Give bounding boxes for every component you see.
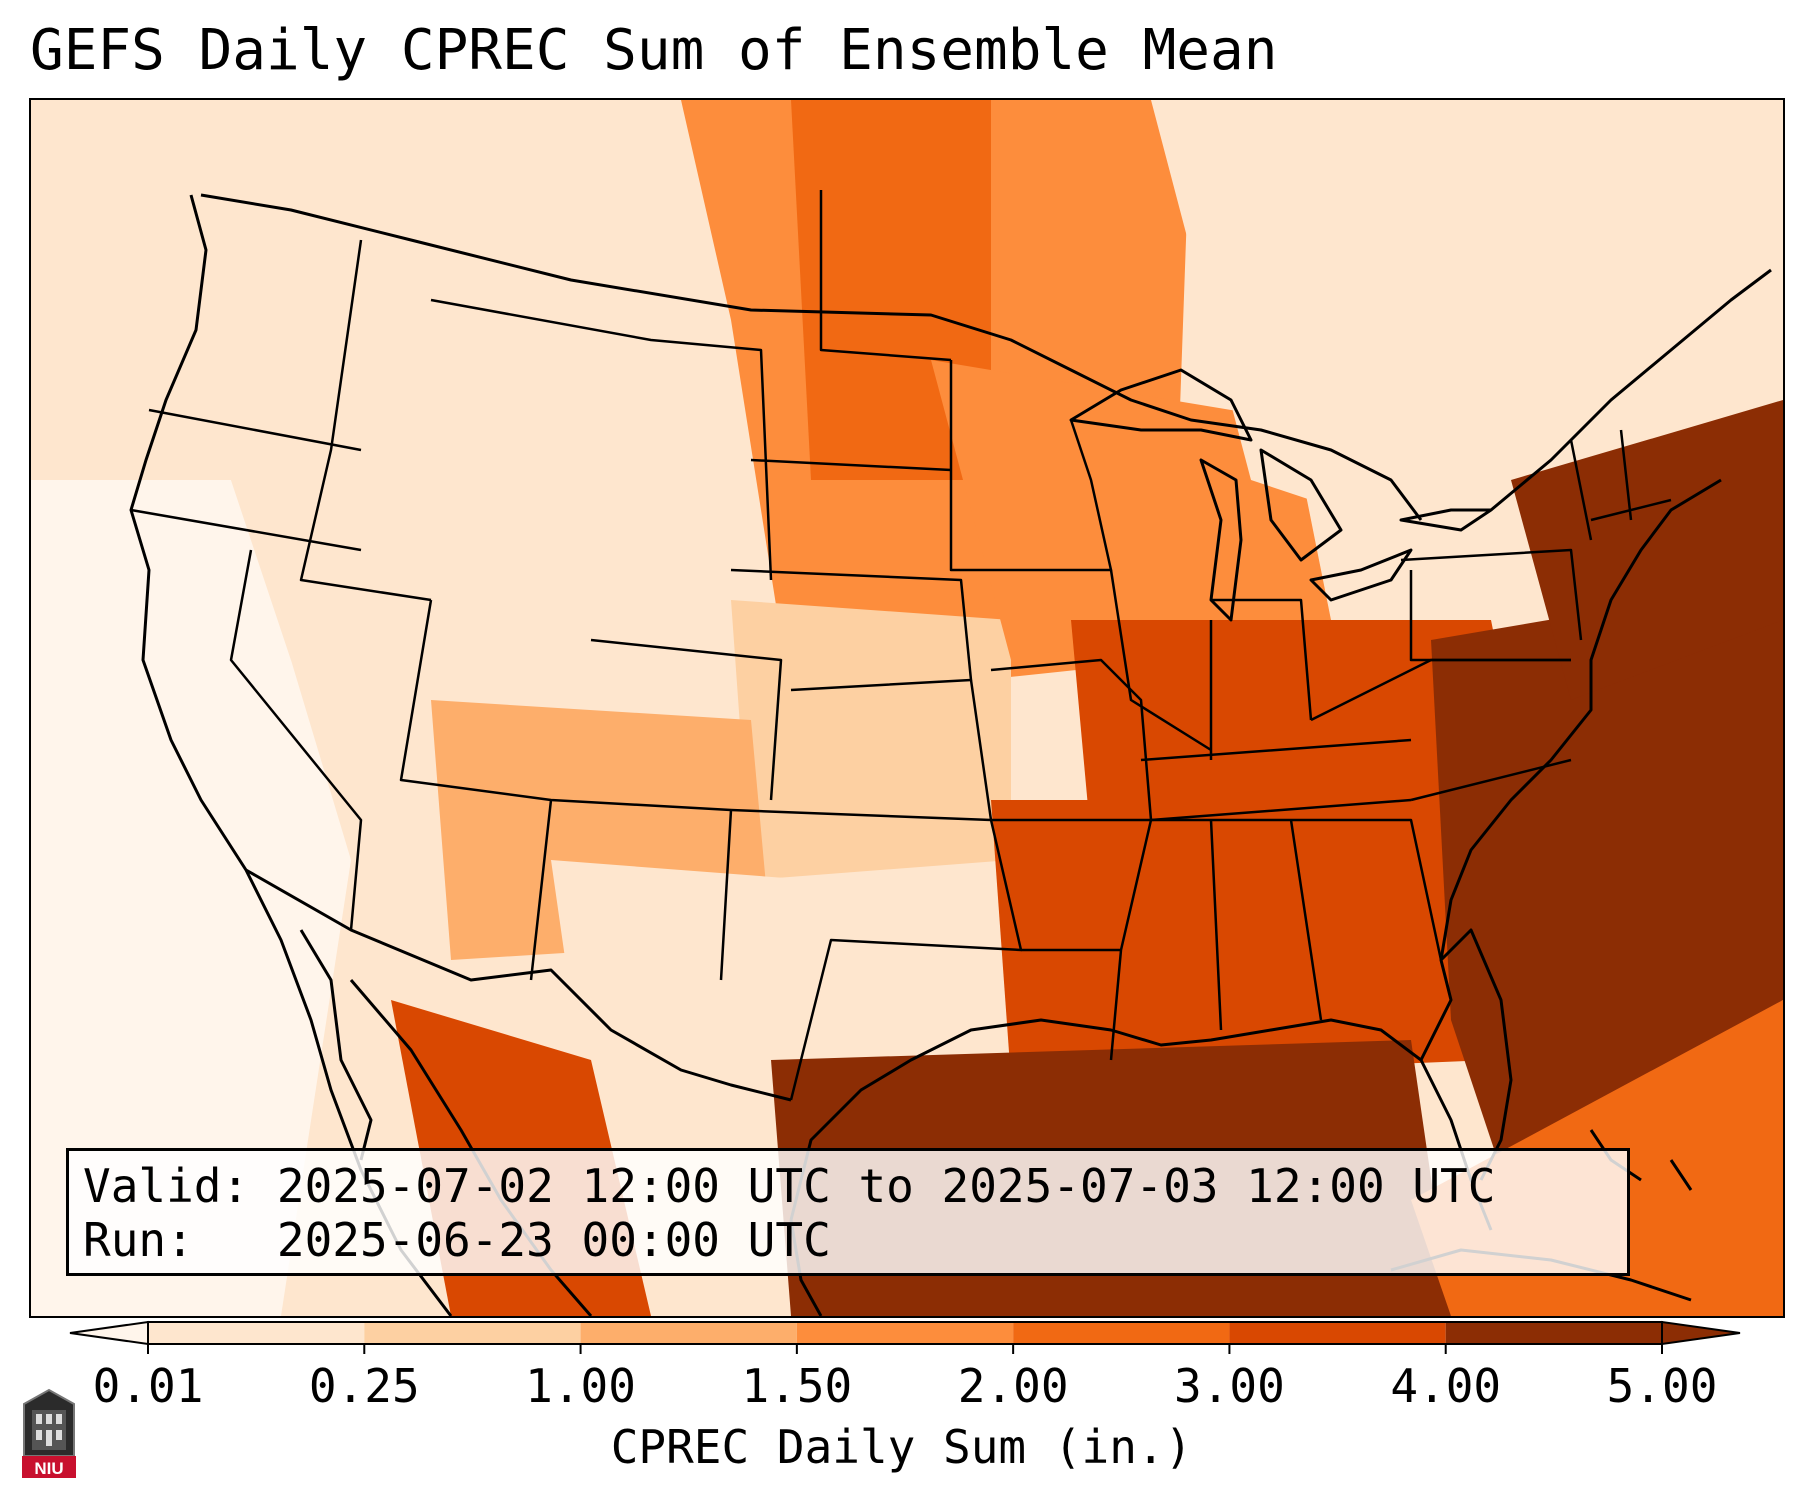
colorbar-tick-label: 2.00 (958, 1359, 1069, 1413)
map-panel (29, 98, 1785, 1318)
precip-region-california-coast (31, 480, 351, 1316)
valid-value: 2025-07-02 12:00 UTC to 2025-07-03 12:00… (276, 1159, 1496, 1213)
ne-ks-line (730, 568, 973, 692)
great-lakes-michigan (1199, 458, 1243, 622)
st-lawrence (1490, 268, 1772, 512)
colorbar-tick-label: 5.00 (1607, 1359, 1718, 1413)
wa-or-line (148, 408, 362, 452)
ut-az-line (399, 599, 732, 812)
pa-ny-line (1400, 548, 1583, 662)
colorbar-label: CPREC Daily Sum (in.) (610, 1420, 1193, 1474)
la-ms-line (1021, 819, 1153, 1061)
colorbar-tick-label: 4.00 (1390, 1359, 1501, 1413)
baja-peninsula (299, 929, 373, 1161)
precip-map (31, 100, 1783, 1316)
colorbar-outline (147, 1321, 1663, 1345)
niu-logo-text: NIU (34, 1459, 63, 1478)
colorbar-tick-label: 1.50 (741, 1359, 852, 1413)
tn-ky-line (1140, 738, 1412, 822)
colorbar-swatch (1229, 1322, 1446, 1344)
boundary-layer (129, 193, 1772, 1316)
great-lakes-erie (1309, 548, 1413, 602)
gulf-coastline (789, 1018, 1493, 1231)
colorbar-under-arrow (69, 1320, 149, 1346)
great-lakes-huron (1259, 448, 1343, 562)
valid-label: Valid: (83, 1159, 250, 1213)
or-ca-line (130, 508, 362, 552)
colorbar-tick-label: 0.01 (93, 1359, 204, 1413)
co-box (590, 638, 783, 801)
colorbar-swatch (1445, 1322, 1662, 1344)
colorbar-swatch (580, 1322, 797, 1344)
il-in-oh-line (1109, 569, 1313, 760)
colorbar-swatch (796, 1322, 1014, 1344)
west-coastline (129, 194, 453, 1316)
precip-region-texas-west (551, 860, 811, 1160)
colorbar-swatch (148, 1322, 365, 1344)
florida-peninsula (1419, 928, 1513, 1181)
nv-ca-line (229, 549, 363, 931)
state-lines (130, 190, 1672, 1101)
precip-region-deep-south (991, 800, 1511, 1080)
precip-fill-layer (31, 100, 1783, 1316)
niu-logo: NIU (22, 1388, 76, 1478)
canada-border (200, 193, 1423, 521)
colorbar-fill (69, 1320, 1741, 1346)
run-value: 2025-06-23 00:00 UTC (276, 1213, 831, 1267)
az-nm-line (529, 799, 733, 981)
colorbar-tick-label: 0.25 (309, 1359, 420, 1413)
great-lakes-superior (1069, 368, 1253, 442)
new-england-lines (1569, 429, 1672, 541)
precip-region-pacific-northwest (31, 100, 451, 540)
colorbar-tick-label: 3.00 (1174, 1359, 1285, 1413)
run-label: Run: (83, 1213, 194, 1267)
chart-title: GEFS Daily CPREC Sum of Ensemble Mean (30, 18, 1278, 83)
atlantic-coastline (1439, 478, 1722, 961)
ms-al-ga-line (1151, 818, 1443, 1031)
colorbar-ticks: 0.01 0.25 1.00 1.50 2.00 3.00 4.00 5.00 (93, 1344, 1718, 1413)
precip-region-central-plains (731, 600, 1011, 880)
precip-region-ohio-valley (1071, 620, 1531, 840)
valid-run-info-box: Valid: 2025-07-02 12:00 UTC to 2025-07-0… (66, 1148, 1630, 1276)
precip-region-southeast-atlantic (1431, 580, 1783, 1200)
colorbar-swatch (364, 1322, 581, 1344)
precip-region-northern-rockies (361, 220, 791, 520)
mt-wy-line (430, 298, 773, 581)
id-line (299, 239, 432, 602)
colorbar-over-arrow (1661, 1320, 1741, 1346)
nd-sd-line (750, 190, 952, 472)
colorbar-swatch (1013, 1322, 1230, 1344)
us-mexico-border (245, 868, 792, 1102)
colorbar: 0.01 0.25 1.00 1.50 2.00 3.00 4.00 5.00 (69, 1320, 1741, 1413)
colorbar-tick-label: 1.00 (525, 1359, 636, 1413)
